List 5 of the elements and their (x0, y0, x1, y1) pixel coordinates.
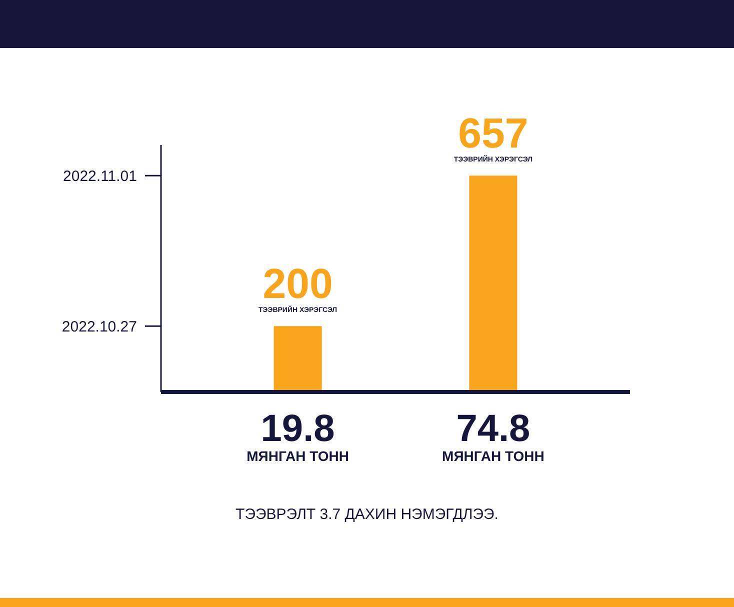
ref-line-label: 2022.11.01 (63, 168, 137, 185)
text: ТЭЭВРЭЛТ 3.7 ДАХИН НЭМЭГДЛЭЭ. (236, 506, 498, 523)
ref-line-label: 2022.10.27 (62, 318, 137, 336)
x-tick-label: 74.8 МЯНГАН ТОНН (442, 408, 544, 464)
x-tick-label: 19.8 МЯНГАН ТОНН (246, 408, 349, 464)
